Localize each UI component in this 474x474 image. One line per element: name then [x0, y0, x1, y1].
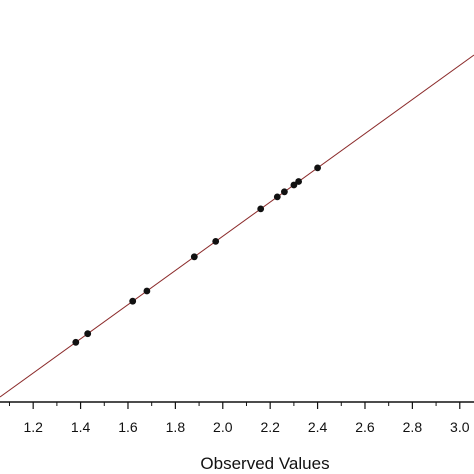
data-point [84, 330, 92, 338]
data-point [295, 178, 302, 185]
x-tick-label: 1.4 [71, 419, 91, 435]
fit-line-layer [0, 54, 474, 398]
data-point [257, 205, 265, 213]
data-point [314, 164, 321, 172]
x-tick-label: 2.8 [403, 419, 423, 435]
x-tick-label: 2.6 [355, 419, 375, 435]
points-layer [72, 164, 321, 346]
data-point [212, 238, 220, 245]
x-tick-label: 1.6 [118, 419, 138, 435]
x-tick-label: 2.4 [308, 419, 328, 435]
x-tick-label: 2.2 [260, 419, 280, 435]
data-point [281, 188, 288, 196]
x-tick-label: 1.8 [166, 419, 186, 435]
x-tick-label: 3.0 [450, 419, 470, 435]
data-point [290, 181, 298, 189]
data-point [143, 287, 151, 295]
data-point [273, 193, 281, 201]
data-point [72, 338, 80, 346]
x-tick-label: 2.0 [213, 419, 233, 435]
data-point [129, 297, 137, 305]
data-point [190, 253, 198, 261]
fit-line [0, 54, 474, 398]
x-tick-label: 1.2 [23, 419, 43, 435]
x-axis-title: Observed Values [200, 454, 329, 473]
x-ticks-layer: 1.2 1.4 1.6 1.8 2.0 2.2 2.4 2.6 2.8 3.0 [8, 402, 470, 435]
